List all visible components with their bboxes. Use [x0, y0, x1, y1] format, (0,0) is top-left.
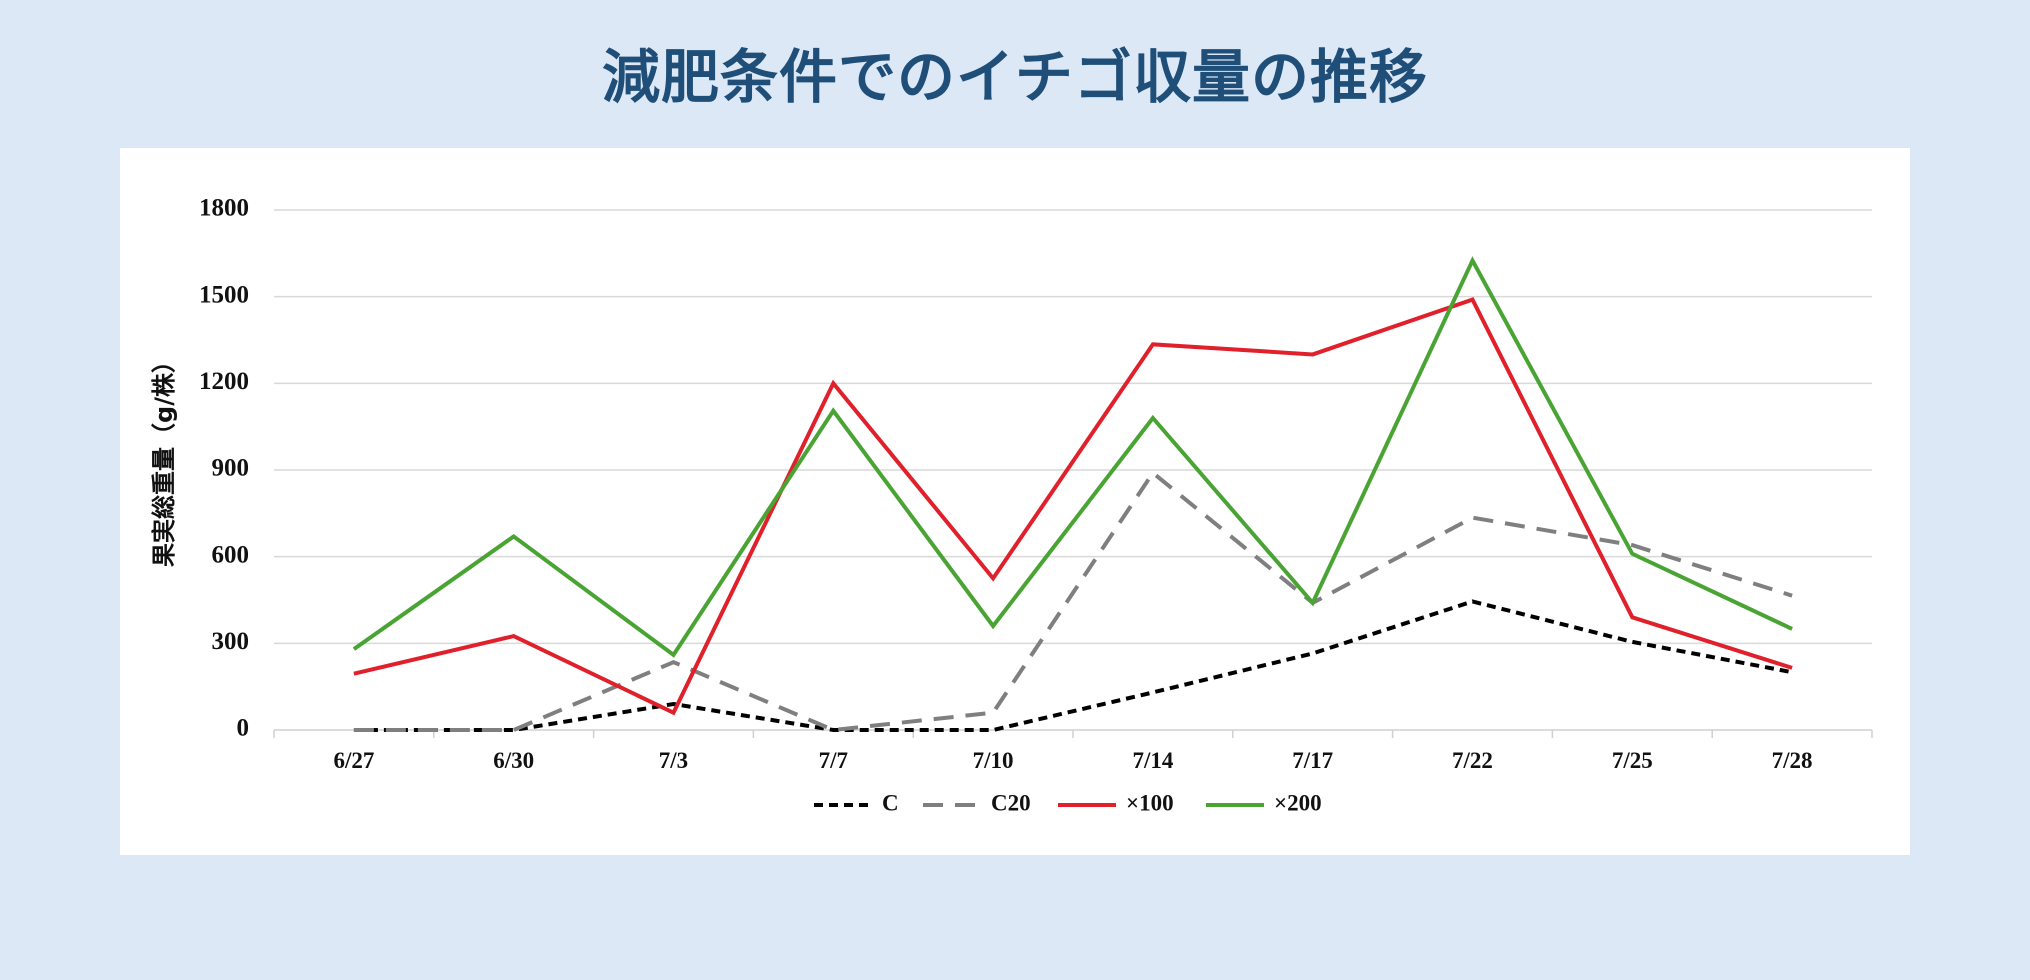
legend-label-2: ×100: [1126, 790, 1174, 815]
legend-label-0: C: [882, 790, 899, 815]
series-line-2: [353, 297, 1793, 716]
x-tick-label: 7/7: [819, 748, 848, 773]
y-axis-label: 果実総重量（g/株）: [150, 349, 178, 567]
x-tick-label: 7/3: [659, 748, 688, 773]
y-tick-label: 1200: [199, 368, 249, 395]
x-tick-label: 6/30: [493, 748, 534, 773]
gridlines: [274, 209, 1872, 645]
y-tick-label: 0: [237, 715, 250, 742]
y-axis-tick-labels: 0 300 600 900 1200 1500 1800: [199, 195, 249, 742]
x-tick-label: 6/27: [333, 748, 374, 773]
x-tick-label: 7/22: [1452, 748, 1493, 773]
x-tick-label: 7/14: [1132, 748, 1173, 773]
x-axis-tick-labels: 6/27 6/30 7/3 7/7 7/10 7/14 7/17 7/22 7/25 7/28: [333, 748, 1812, 773]
y-tick-label: 900: [212, 455, 250, 482]
series-line-3: [352, 256, 1793, 658]
series-line-0: [353, 599, 1793, 732]
y-tick-label: 1800: [199, 195, 249, 222]
x-axis: [273, 729, 1873, 738]
legend-label-1: C20: [991, 790, 1031, 815]
chart-panel: 0 300 600 900 1200 1500 1800 6/27 6/30 7/3 7/7 7/1…: [120, 148, 1910, 855]
series-lines: [352, 256, 1793, 733]
legend-label-3: ×200: [1274, 790, 1322, 815]
x-tick-label: 7/10: [973, 748, 1014, 773]
series-line-1: [353, 469, 1793, 733]
y-tick-label: 600: [212, 541, 250, 568]
legend: C C20 ×100 ×200: [814, 790, 1322, 815]
x-tick-label: 7/25: [1612, 748, 1653, 773]
x-tick-label: 7/28: [1772, 748, 1813, 773]
y-tick-label: 300: [212, 628, 250, 655]
x-tick-label: 7/17: [1292, 748, 1333, 773]
y-tick-label: 1500: [199, 281, 249, 308]
page-title: 減肥条件でのイチゴ収量の推移: [601, 43, 1428, 111]
line-chart: 0 300 600 900 1200 1500 1800 6/27 6/30 7/3 7/7 7/1…: [150, 195, 1873, 815]
